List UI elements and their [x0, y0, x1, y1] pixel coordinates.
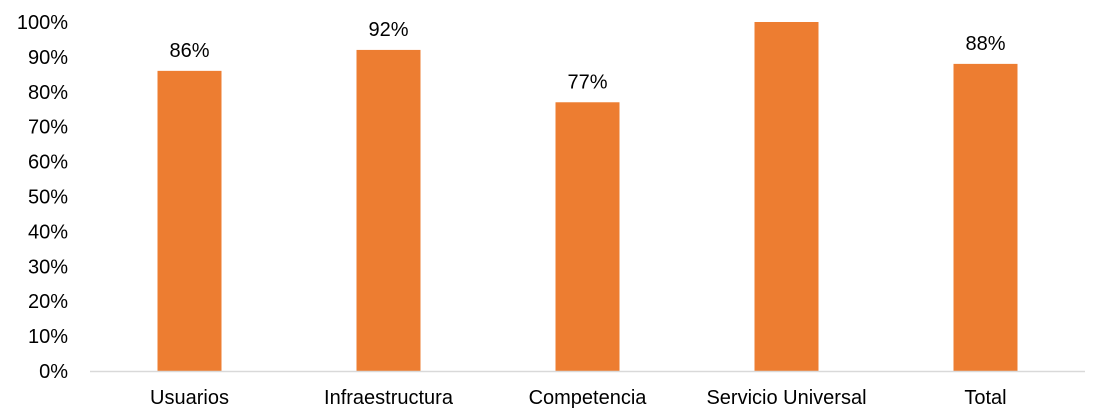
category-label: Servicio Universal	[706, 387, 866, 409]
y-tick-label: 30%	[28, 256, 68, 278]
y-axis: 0% 10% 20% 30% 40% 50% 60% 70% 80% 90% 100%	[17, 12, 68, 383]
bars	[157, 22, 1018, 372]
y-tick-label: 60%	[28, 152, 68, 174]
bar	[754, 22, 819, 371]
y-tick-label: 50%	[28, 187, 68, 209]
y-tick-label: 70%	[28, 117, 68, 139]
bar	[356, 49, 421, 372]
data-labels: 86% 92% 77% 88%	[169, 19, 1005, 93]
y-tick-label: 10%	[28, 326, 68, 348]
y-tick-label: 100%	[17, 12, 68, 34]
x-axis: Usuarios Infraestructura Competencia Servic…	[150, 387, 1007, 409]
y-tick-label: 0%	[39, 361, 68, 383]
y-tick-label: 20%	[28, 291, 68, 313]
data-label: 88%	[965, 33, 1005, 55]
data-label: 92%	[368, 19, 408, 41]
data-label: 86%	[169, 40, 209, 62]
y-tick-label: 90%	[28, 47, 68, 69]
category-label: Infraestructura	[324, 387, 454, 409]
category-label: Total	[964, 387, 1006, 409]
bar	[555, 102, 620, 372]
data-label: 77%	[567, 71, 607, 93]
category-label: Usuarios	[150, 387, 229, 409]
y-tick-label: 40%	[28, 221, 68, 243]
bar	[953, 63, 1018, 371]
bar	[157, 70, 222, 372]
category-label: Competencia	[529, 387, 648, 409]
y-tick-label: 80%	[28, 82, 68, 104]
